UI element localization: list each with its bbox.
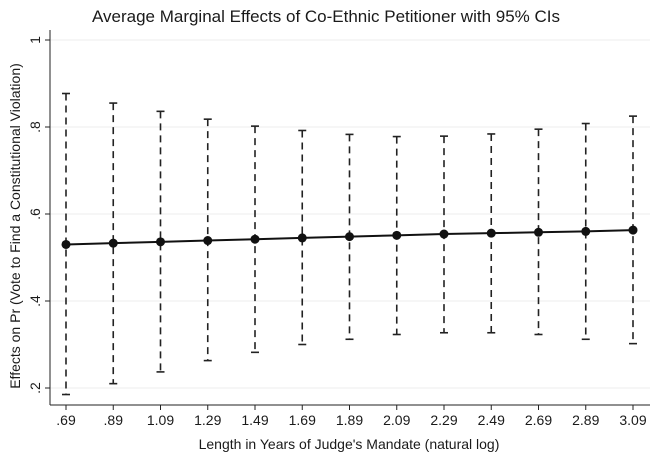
effect-point [628, 225, 638, 235]
y-axis-label: Effects on Pr (Vote to Find a Constituti… [7, 63, 23, 389]
effect-point [345, 232, 354, 242]
x-tick-label: 2.89 [572, 412, 599, 428]
y-tick-label: .2 [27, 382, 43, 394]
grid-layer [50, 39, 650, 389]
x-tick-label: 1.89 [336, 412, 363, 428]
effect-point [439, 229, 449, 239]
x-tick-label: 2.29 [430, 412, 457, 428]
effect-point [534, 227, 543, 237]
y-tick-label: .6 [27, 208, 43, 220]
effect-point [250, 234, 260, 244]
effect-point [156, 237, 165, 247]
x-tick-label: .89 [104, 412, 124, 428]
x-tick-label: 3.09 [619, 412, 646, 428]
x-axis-label: Length in Years of Judge's Mandate (natu… [199, 436, 500, 452]
y-tick-label: .4 [27, 295, 43, 307]
x-tick-label: 1.69 [289, 412, 316, 428]
axis-layer: .2.4.6.81.69.89 1.09 1.29 1.49 1.69 1.89 2.09 2… [27, 30, 650, 428]
effect-point [392, 230, 402, 240]
x-tick-label: 2.09 [383, 412, 410, 428]
effect-point [203, 236, 213, 246]
y-tick-label: .8 [27, 121, 43, 133]
x-tick-label: 1.29 [194, 412, 221, 428]
ci-layer [62, 92, 637, 396]
effect-point [486, 228, 496, 238]
x-tick-label: 2.49 [478, 412, 505, 428]
series-layer [61, 225, 638, 249]
effect-point [61, 239, 71, 249]
y-tick-label: 1 [27, 36, 43, 44]
effect-point [108, 238, 118, 248]
effect-point [297, 233, 307, 243]
x-tick-label: 1.49 [241, 412, 268, 428]
x-tick-label: 2.69 [525, 412, 552, 428]
effect-point [581, 226, 591, 236]
x-tick-label: .69 [56, 412, 76, 428]
chart-title: Average Marginal Effects of Co-Ethnic Pe… [92, 7, 560, 26]
x-tick-label: 1.09 [147, 412, 174, 428]
